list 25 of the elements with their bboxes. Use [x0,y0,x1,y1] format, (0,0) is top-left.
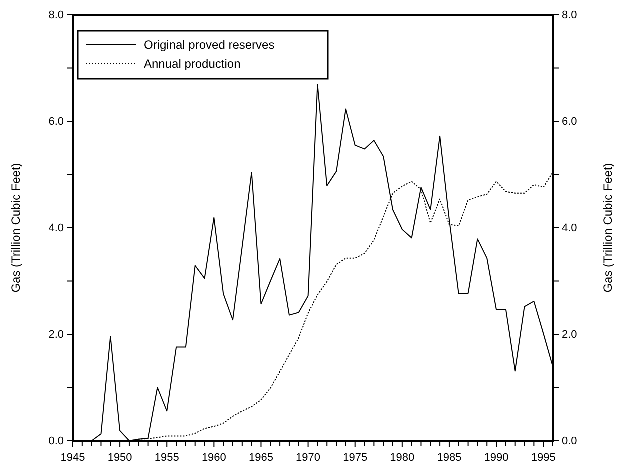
y-tick-label: 6.0 [48,116,64,128]
x-tick-label: 1950 [108,452,132,464]
x-tick-label: 1990 [484,452,509,464]
x-tick-label: 1970 [296,452,321,464]
y-axis-title: Gas (Trillion Cubic Feet) [9,163,23,293]
y2-tick-label: 2.0 [562,329,578,342]
y-tick-label: 8.0 [48,10,64,22]
y2-tick-label: 0.0 [562,436,578,448]
y-tick-label: 0.0 [48,436,64,448]
x-tick-label: 1960 [202,452,226,464]
y2-axis-title: Gas (Trillion Cubic Feet) [601,163,615,293]
x-tick-label: 1975 [343,452,368,464]
y-tick-label: 4.0 [48,222,64,235]
x-tick-label: 1995 [531,452,556,464]
x-tick-label: 1965 [248,452,274,464]
x-tick-label: 1945 [60,452,86,464]
x-tick-label: 1980 [390,452,415,464]
x-tick-label: 1985 [437,452,462,464]
legend-label: Original proved reserves [144,38,275,52]
y2-tick-label: 4.0 [562,222,578,235]
legend-label: Annual production [144,57,241,71]
y2-tick-label: 8.0 [562,10,578,22]
x-tick-label: 1955 [154,452,180,464]
y-tick-label: 2.0 [48,329,64,342]
y2-tick-label: 6.0 [562,116,578,128]
